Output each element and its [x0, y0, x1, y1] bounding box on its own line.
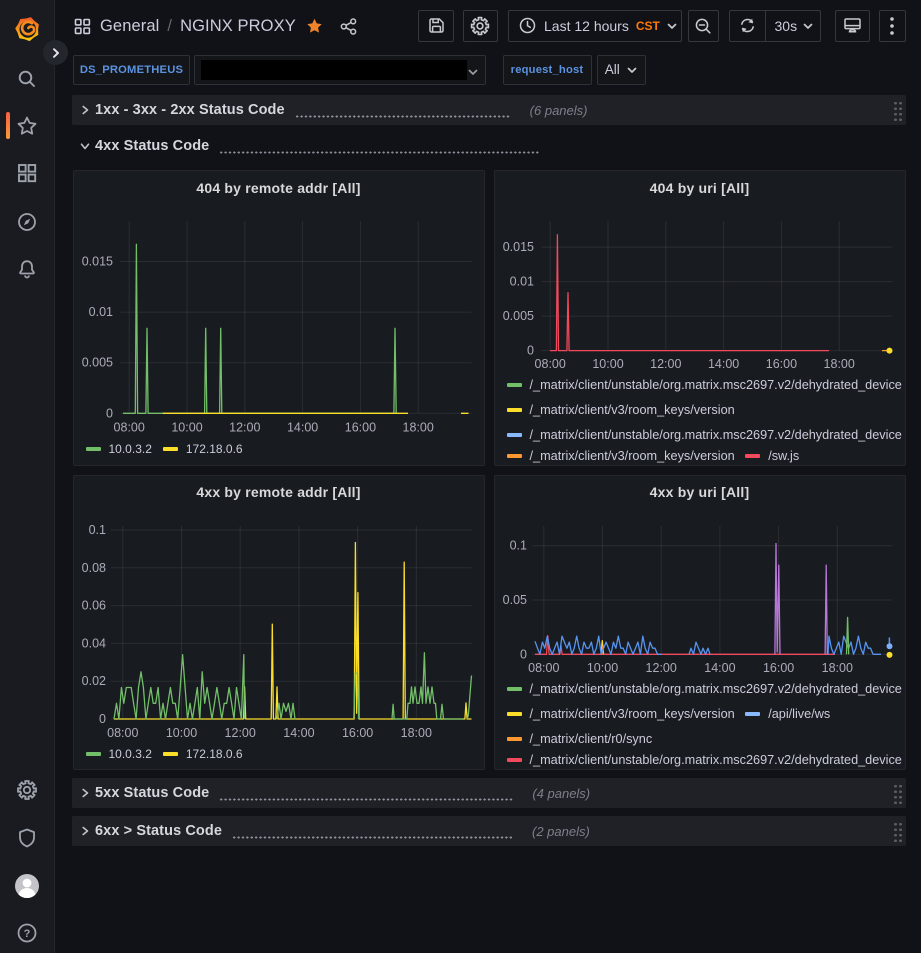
svg-text:0: 0 — [527, 344, 534, 358]
svg-text:18:00: 18:00 — [823, 357, 854, 371]
svg-text:0.1: 0.1 — [509, 538, 526, 552]
svg-text:12:00: 12:00 — [650, 357, 681, 371]
svg-text:16:00: 16:00 — [765, 357, 796, 371]
svg-text:0.015: 0.015 — [502, 240, 533, 254]
svg-text:08:00: 08:00 — [107, 726, 138, 740]
svg-text:14:00: 14:00 — [704, 661, 735, 675]
svg-text:10:00: 10:00 — [171, 421, 202, 435]
svg-text:0: 0 — [520, 647, 527, 661]
svg-text:16:00: 16:00 — [344, 421, 375, 435]
svg-text:14:00: 14:00 — [707, 357, 738, 371]
svg-text:08:00: 08:00 — [113, 421, 144, 435]
svg-text:0: 0 — [99, 712, 106, 726]
svg-text:14:00: 14:00 — [283, 726, 314, 740]
svg-text:16:00: 16:00 — [762, 661, 793, 675]
svg-text:0.01: 0.01 — [88, 305, 112, 319]
svg-text:12:00: 12:00 — [229, 421, 260, 435]
svg-text:12:00: 12:00 — [645, 661, 676, 675]
svg-text:0.08: 0.08 — [81, 560, 105, 574]
svg-text:0.06: 0.06 — [81, 598, 105, 612]
svg-text:18:00: 18:00 — [402, 421, 433, 435]
svg-text:18:00: 18:00 — [821, 661, 852, 675]
svg-text:10:00: 10:00 — [165, 726, 196, 740]
svg-text:?: ? — [24, 928, 31, 940]
svg-text:08:00: 08:00 — [528, 661, 559, 675]
svg-text:0: 0 — [106, 406, 113, 420]
svg-text:14:00: 14:00 — [286, 421, 317, 435]
svg-text:0.005: 0.005 — [81, 356, 112, 370]
svg-text:0.005: 0.005 — [502, 309, 533, 323]
svg-text:0.1: 0.1 — [88, 523, 105, 537]
svg-text:10:00: 10:00 — [592, 357, 623, 371]
svg-text:0.02: 0.02 — [81, 674, 105, 688]
svg-text:16:00: 16:00 — [341, 726, 372, 740]
svg-text:0.05: 0.05 — [502, 593, 526, 607]
svg-text:18:00: 18:00 — [400, 726, 431, 740]
svg-text:0.015: 0.015 — [81, 255, 112, 269]
svg-text:12:00: 12:00 — [224, 726, 255, 740]
svg-text:08:00: 08:00 — [534, 357, 565, 371]
svg-text:0.04: 0.04 — [81, 636, 105, 650]
svg-text:0.01: 0.01 — [509, 275, 533, 289]
svg-text:10:00: 10:00 — [586, 661, 617, 675]
